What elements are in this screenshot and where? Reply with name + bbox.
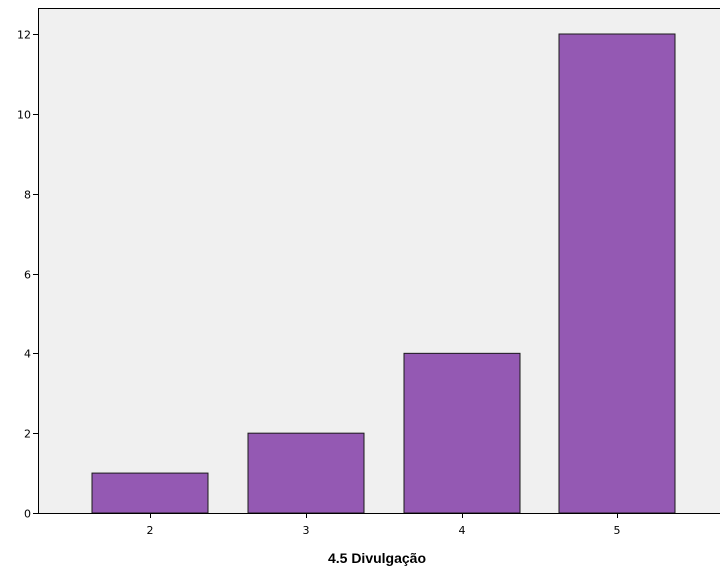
x-tick-label: 5 — [614, 524, 621, 537]
bar-2 — [91, 472, 209, 514]
x-ticks-group: 2 3 4 5 — [147, 513, 621, 537]
x-tick-label: 2 — [147, 524, 154, 537]
bar-5 — [558, 33, 676, 514]
y-tick-label: 10 — [17, 109, 31, 122]
bar-3 — [247, 432, 365, 514]
axes-group — [38, 8, 720, 514]
y-tick-label: 0 — [24, 508, 31, 521]
y-tick-label: 2 — [24, 428, 31, 441]
x-tick-label: 3 — [303, 524, 310, 537]
y-tick-label: 12 — [17, 29, 31, 42]
bars-group — [91, 33, 676, 514]
y-tick-label: 8 — [24, 189, 31, 202]
y-tick-label: 4 — [24, 348, 31, 361]
x-axis-title: 4.5 Divulgação — [328, 550, 426, 566]
y-ticks-group: 0 2 4 6 8 10 12 — [17, 29, 38, 521]
bar-4 — [403, 352, 521, 514]
y-tick-label: 6 — [24, 269, 31, 282]
x-tick-label: 4 — [459, 524, 466, 537]
